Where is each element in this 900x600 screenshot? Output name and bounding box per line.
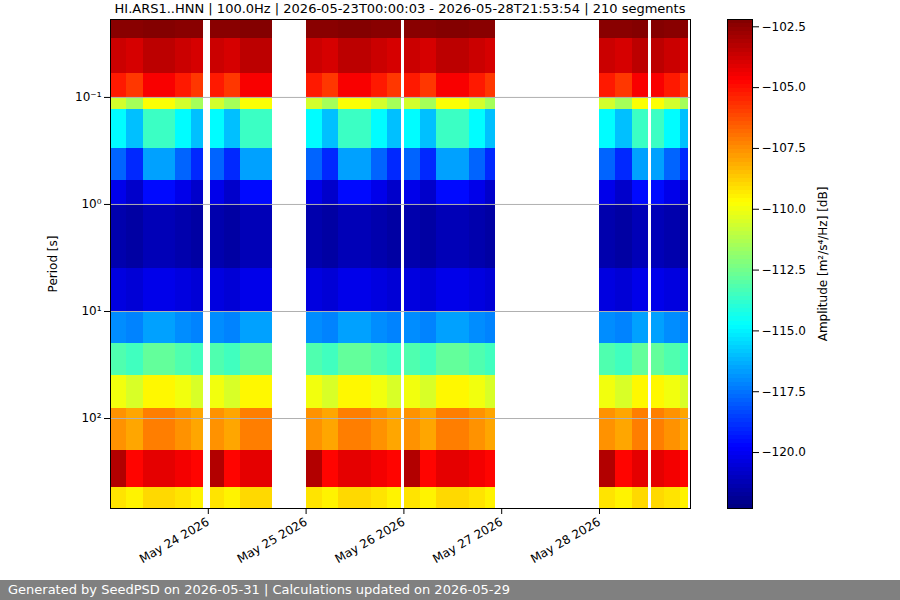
svg-text:May 26 2026: May 26 2026 (333, 515, 408, 566)
svg-text:−115.0: −115.0 (762, 324, 806, 338)
html-text:HI.ARS1..HNN | 100.0Hz | 2026-: HI.ARS1..HNN | 100.0Hz | 2026-05-23T00:0… (114, 1, 686, 16)
svg-text:−105.0: −105.0 (762, 80, 806, 94)
svg-text:−112.5: −112.5 (762, 263, 806, 277)
svg-text:May 24 2026: May 24 2026 (137, 515, 212, 566)
svg-text:10⁰: 10⁰ (81, 197, 101, 211)
svg-text:10²: 10² (81, 411, 101, 425)
svg-text:−110.0: −110.0 (762, 202, 806, 216)
svg-text:−102.5: −102.5 (762, 20, 806, 34)
svg-text:−120.0: −120.0 (762, 445, 806, 459)
svg-text:10¹: 10¹ (81, 304, 101, 318)
svg-text:−107.5: −107.5 (762, 141, 806, 155)
svg-text:Period [s]: Period [s] (46, 236, 60, 293)
svg-text:10⁻¹: 10⁻¹ (75, 90, 102, 104)
html-text:Generated by SeedPSD on 2026-0: Generated by SeedPSD on 2026-05-31 | Cal… (8, 582, 510, 597)
svg-text:Amplitude [m²/s⁴/Hz] [dB]: Amplitude [m²/s⁴/Hz] [dB] (816, 187, 830, 342)
svg-text:May 25 2026: May 25 2026 (235, 515, 310, 566)
svg-text:−117.5: −117.5 (762, 385, 806, 399)
svg-text:May 27 2026: May 27 2026 (430, 515, 505, 566)
svg-text:May 28 2026: May 28 2026 (528, 515, 603, 566)
